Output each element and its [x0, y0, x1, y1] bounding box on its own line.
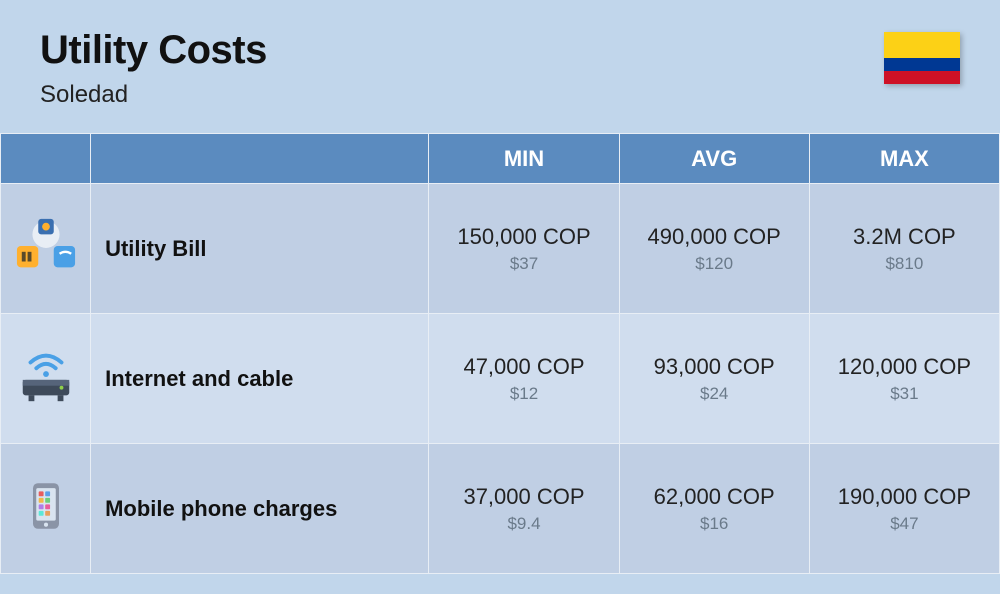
row-icon-cell [1, 314, 91, 444]
value-secondary: $120 [620, 254, 809, 274]
cell-avg: 62,000 COP $16 [619, 444, 809, 574]
row-label: Mobile phone charges [91, 444, 429, 574]
value-secondary: $31 [810, 384, 999, 404]
cell-min: 150,000 COP $37 [429, 184, 619, 314]
header: Utility Costs Soledad [0, 0, 1000, 133]
value-primary: 490,000 COP [620, 224, 809, 250]
flag-colombia-icon [884, 32, 960, 84]
value-primary: 150,000 COP [429, 224, 618, 250]
page-subtitle: Soledad [40, 81, 267, 109]
table-header-labelcol [91, 134, 429, 184]
flag-stripe [884, 32, 960, 58]
value-primary: 37,000 COP [429, 484, 618, 510]
value-secondary: $9.4 [429, 514, 618, 534]
table-header-max: MAX [809, 134, 999, 184]
table-header-row: MIN AVG MAX [1, 134, 1000, 184]
table-row: Utility Bill 150,000 COP $37 490,000 COP… [1, 184, 1000, 314]
cell-max: 120,000 COP $31 [809, 314, 999, 444]
value-secondary: $37 [429, 254, 618, 274]
row-label: Internet and cable [91, 314, 429, 444]
row-icon-cell [1, 184, 91, 314]
flag-stripe [884, 58, 960, 71]
cell-max: 3.2M COP $810 [809, 184, 999, 314]
value-primary: 62,000 COP [620, 484, 809, 510]
value-primary: 190,000 COP [810, 484, 999, 510]
cell-avg: 93,000 COP $24 [619, 314, 809, 444]
table-row: Mobile phone charges 37,000 COP $9.4 62,… [1, 444, 1000, 574]
flag-stripe [884, 71, 960, 84]
value-secondary: $24 [620, 384, 809, 404]
table-row: Internet and cable 47,000 COP $12 93,000… [1, 314, 1000, 444]
row-icon-cell [1, 444, 91, 574]
router-icon [15, 345, 77, 407]
value-primary: 3.2M COP [810, 224, 999, 250]
costs-table: MIN AVG MAX [0, 133, 1000, 574]
cell-min: 47,000 COP $12 [429, 314, 619, 444]
value-secondary: $47 [810, 514, 999, 534]
value-primary: 93,000 COP [620, 354, 809, 380]
page-title: Utility Costs [40, 28, 267, 73]
table-header-min: MIN [429, 134, 619, 184]
utility-icon [15, 215, 77, 277]
cell-min: 37,000 COP $9.4 [429, 444, 619, 574]
cell-avg: 490,000 COP $120 [619, 184, 809, 314]
value-secondary: $810 [810, 254, 999, 274]
value-secondary: $12 [429, 384, 618, 404]
row-label: Utility Bill [91, 184, 429, 314]
table-header-avg: AVG [619, 134, 809, 184]
value-primary: 120,000 COP [810, 354, 999, 380]
table-header-iconcol [1, 134, 91, 184]
value-primary: 47,000 COP [429, 354, 618, 380]
title-block: Utility Costs Soledad [40, 28, 267, 109]
phone-icon [15, 475, 77, 537]
cell-max: 190,000 COP $47 [809, 444, 999, 574]
value-secondary: $16 [620, 514, 809, 534]
